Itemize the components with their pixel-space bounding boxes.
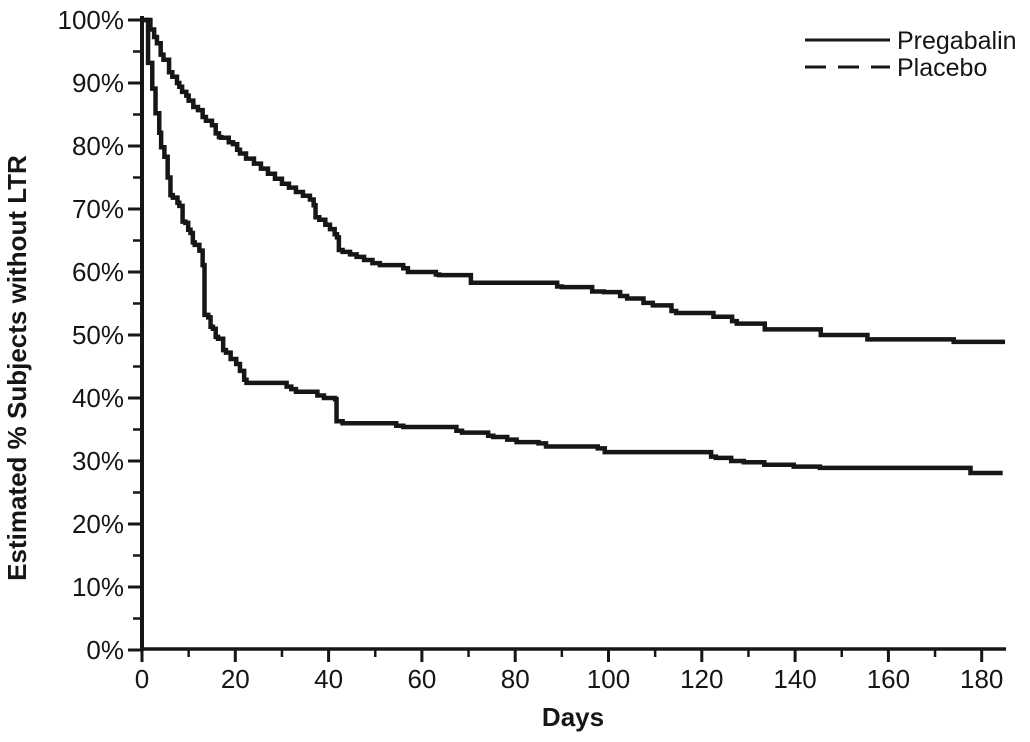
y-tick-label: 90% <box>72 68 124 98</box>
x-tick-label: 80 <box>501 664 530 694</box>
series-placebo-curve <box>142 17 1003 476</box>
plot-area: 0% 10% 20% 30% 40% 50% 60% 70% 80% 90% 100% 0 20 40 60… <box>58 5 1007 694</box>
x-tick-label: 120 <box>680 664 723 694</box>
y-tick-label: 60% <box>72 257 124 287</box>
y-tick-label: 0% <box>86 635 124 665</box>
x-tick-label: 40 <box>314 664 343 694</box>
y-tick-label: 30% <box>72 446 124 476</box>
y-tick-label: 40% <box>72 383 124 413</box>
series-pregabalin-curve <box>142 17 1006 345</box>
x-tick-label: 180 <box>960 664 1003 694</box>
x-tick-label: 140 <box>773 664 816 694</box>
x-tick-label: 60 <box>407 664 436 694</box>
legend: Pregabalin Placebo <box>805 27 1017 82</box>
x-axis-title: Days <box>542 702 604 732</box>
y-tick-label: 100% <box>58 5 125 35</box>
legend-label-pregabalin: Pregabalin <box>897 27 1017 55</box>
x-tick-label: 100 <box>587 664 630 694</box>
legend-label-placebo: Placebo <box>897 54 987 82</box>
x-tick-label: 20 <box>221 664 250 694</box>
y-tick-label: 50% <box>72 320 124 350</box>
y-tick-label: 70% <box>72 194 124 224</box>
x-tick-label: 0 <box>135 664 149 694</box>
y-axis-title: Estimated % Subjects without LTR <box>2 155 32 581</box>
y-tick-label: 10% <box>72 572 124 602</box>
y-tick-label: 80% <box>72 131 124 161</box>
y-tick-label: 20% <box>72 509 124 539</box>
x-tick-label: 160 <box>867 664 910 694</box>
